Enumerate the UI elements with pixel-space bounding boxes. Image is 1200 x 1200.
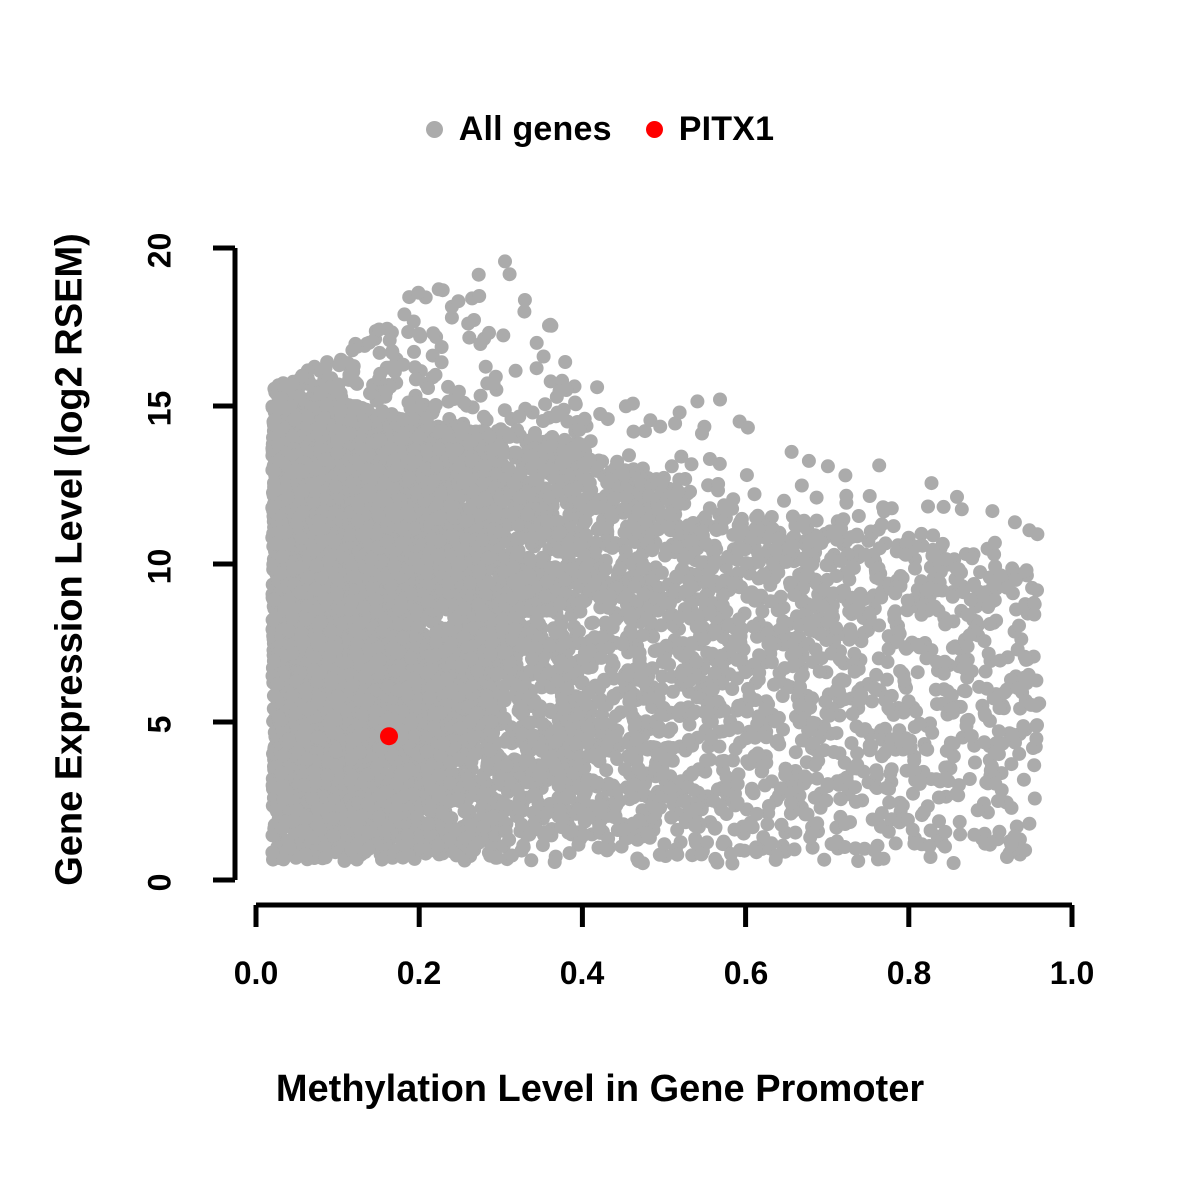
y-axis-title: Gene Expression Level (log2 RSEM) xyxy=(48,233,91,886)
y-tick-label-10: 10 xyxy=(141,548,178,585)
x-tick-label-00: 0.0 xyxy=(233,955,279,991)
x-tick-label-06: 0.6 xyxy=(723,955,769,991)
axis-lines-layer xyxy=(213,245,1075,927)
x-tick-label-02: 0.2 xyxy=(396,955,442,991)
x-axis-title: Methylation Level in Gene Promoter xyxy=(275,1068,925,1110)
x-tick-label-10: 1.0 xyxy=(1049,955,1095,991)
x-tick-label-04: 0.4 xyxy=(559,955,605,991)
highlight-point-layer xyxy=(380,727,398,746)
y-tick-label-15: 15 xyxy=(141,390,178,427)
y-tick-label-20: 20 xyxy=(141,232,178,269)
y-tick-label-0: 0 xyxy=(141,873,178,892)
x-tick-label-08: 0.8 xyxy=(886,955,932,991)
y-tick-label-5: 5 xyxy=(141,715,178,734)
data-points-layer xyxy=(265,254,1047,871)
